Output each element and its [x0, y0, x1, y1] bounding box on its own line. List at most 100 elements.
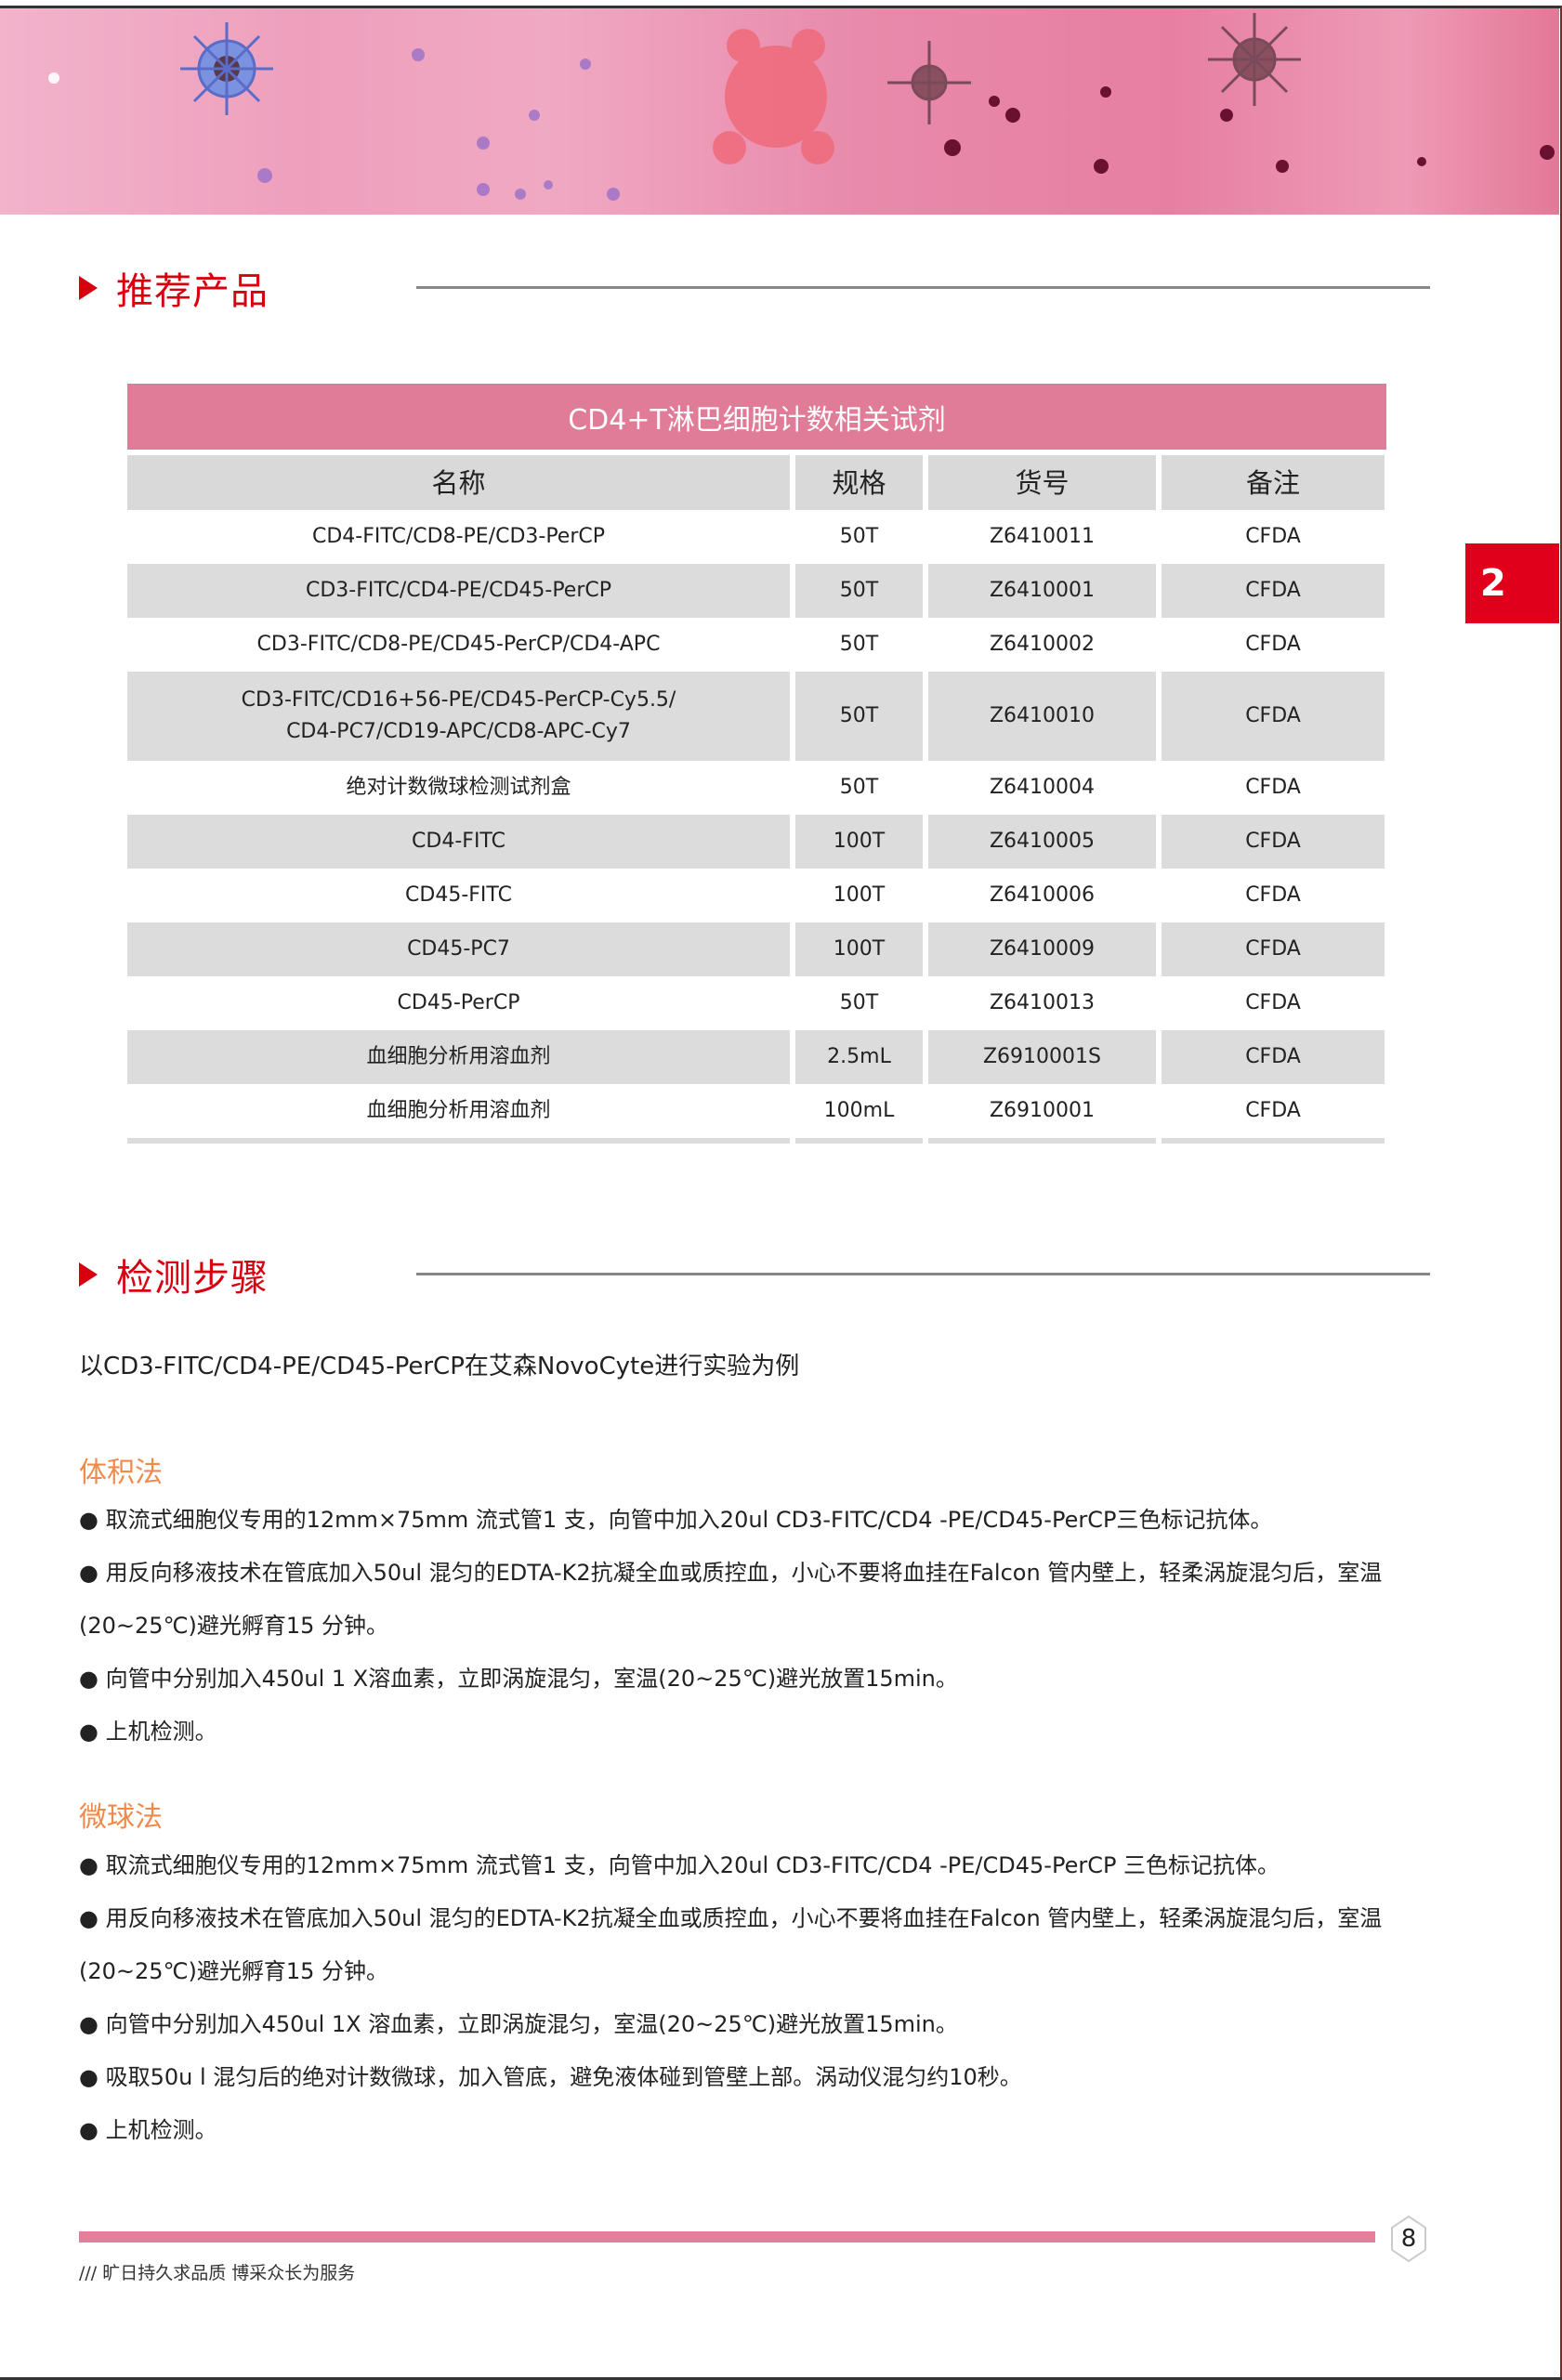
cell-name: CD45-FITC — [405, 883, 512, 907]
cell-name: CD4-FITC — [127, 815, 790, 869]
cell-note: CFDA — [1162, 922, 1385, 976]
step: ● 向管中分别加入450ul 1 X溶血素，立即涡旋混匀，室温(20~25℃)避… — [79, 1666, 958, 1692]
name-line: CD4-PC7/CD19-APC/CD8-APC-Cy7 — [286, 720, 631, 743]
triangle-bullet-icon — [79, 1262, 98, 1287]
section-title: 检测步骤 — [116, 1257, 269, 1300]
cell-note: CFDA — [1245, 1099, 1301, 1122]
cell-name: 绝对计数微球检测试剂盒 — [346, 776, 571, 799]
name-line: CD3-FITC/CD16+56-PE/CD45-PerCP-Cy5.5/ — [241, 688, 676, 712]
step: ● 用反向移液技术在管底加入50ul 混匀的EDTA-K2抗凝全血或质控血，小心… — [79, 1905, 1383, 1984]
section-heading-procedure: 检测步骤 — [79, 1251, 269, 1300]
header-note: 备注 — [1162, 455, 1385, 510]
cell-name: CD3-FITC/CD16+56-PE/CD45-PerCP-Cy5.5/CD4… — [127, 672, 790, 761]
procedure-intro: 以CD3-FITC/CD4-PE/CD45-PerCP在艾森NovoCyte进行… — [79, 1353, 800, 1380]
table-row: CD3-FITC/CD4-PE/CD45-PerCP 50T Z6410001 CFD… — [127, 564, 1386, 618]
cell-code: Z6410001 — [928, 564, 1156, 618]
section-divider — [416, 1273, 1430, 1275]
step: ● 取流式细胞仪专用的12mm×75mm 流式管1 支，向管中加入20ul CD… — [79, 1852, 1280, 1878]
footer-bar — [79, 2231, 1375, 2243]
cell-spec: 50T — [795, 672, 923, 761]
table-row: 绝对计数微球检测试剂盒 50T Z6410004 CFDA — [127, 761, 1386, 815]
table-row: 血细胞分析用溶血剂 2.5mL Z6910001S CFDA — [127, 1030, 1386, 1084]
cell-note: CFDA — [1162, 815, 1385, 869]
cell-code: Z6410006 — [989, 883, 1096, 907]
cell-note: CFDA — [1162, 1030, 1385, 1084]
cell-spec: 2.5mL — [795, 1030, 923, 1084]
cell-note: CFDA — [1245, 525, 1301, 548]
cell-note: CFDA — [1245, 776, 1301, 799]
cell-code: Z6410013 — [989, 991, 1096, 1014]
bead-method-steps: ● 取流式细胞仪专用的12mm×75mm 流式管1 支，向管中加入20ul CD… — [79, 1839, 1436, 2157]
table-row: CD4-FITC/CD8-PE/CD3-PerCP 50T Z6410011 CFDA — [127, 510, 1386, 564]
cell-spec: 50T — [839, 991, 879, 1014]
step: ● 吸取50u l 混匀后的绝对计数微球，加入管底，避免液体碰到管壁上部。涡动仪… — [79, 2064, 1022, 2090]
cell-note: CFDA — [1245, 883, 1301, 907]
cell-code: Z6910001S — [928, 1030, 1156, 1084]
step: ● 用反向移液技术在管底加入50ul 混匀的EDTA-K2抗凝全血或质控血，小心… — [79, 1560, 1383, 1639]
chapter-tab: 2 — [1465, 543, 1559, 623]
step: ● 取流式细胞仪专用的12mm×75mm 流式管1 支，向管中加入20ul CD… — [79, 1507, 1273, 1533]
cell-name: CD45-PC7 — [127, 922, 790, 976]
cell-code: Z6410002 — [989, 633, 1096, 656]
page-border-right — [1560, 6, 1562, 2380]
header-name: 名称 — [127, 455, 790, 510]
section-divider — [416, 286, 1430, 289]
cell-code: Z6410011 — [989, 525, 1096, 548]
virus-blue — [180, 22, 273, 115]
footer-slogan: /// 旷日持久求品质 博采众长为服务 — [79, 2263, 356, 2283]
cell-spec: 100T — [795, 815, 923, 869]
page-border-top — [0, 6, 1562, 8]
cell-spec: 100T — [795, 922, 923, 976]
page-number-badge: 8 — [1388, 2215, 1429, 2263]
cell-name: CD3-FITC/CD8-PE/CD45-PerCP/CD4-APC — [256, 633, 661, 656]
table-row: CD3-FITC/CD16+56-PE/CD45-PerCP-Cy5.5/CD4… — [127, 672, 1386, 761]
cell-note: CFDA — [1245, 633, 1301, 656]
virus-pink — [713, 29, 834, 164]
page-number: 8 — [1400, 2225, 1417, 2253]
virus-banner-image — [0, 8, 1559, 215]
cell-code: Z6410010 — [928, 672, 1156, 761]
cell-code: Z6910001 — [989, 1099, 1096, 1122]
cell-note: CFDA — [1162, 672, 1385, 761]
header-code: 货号 — [928, 455, 1156, 510]
page-border-bottom — [0, 2377, 1562, 2380]
cell-code: Z6410009 — [928, 922, 1156, 976]
table-row: CD4-FITC 100T Z6410005 CFDA — [127, 815, 1386, 869]
cell-spec: 100T — [833, 883, 886, 907]
cell-note: CFDA — [1245, 991, 1301, 1014]
cell-name: CD3-FITC/CD4-PE/CD45-PerCP — [127, 564, 790, 618]
table-row: CD45-FITC 100T Z6410006 CFDA — [127, 869, 1386, 922]
table-bottom-edge — [127, 1138, 1386, 1144]
cell-spec: 100mL — [823, 1099, 895, 1122]
table-row: CD45-PC7 100T Z6410009 CFDA — [127, 922, 1386, 976]
subheading-volume-method: 体积法 — [79, 1457, 163, 1489]
volume-method-steps: ● 取流式细胞仪专用的12mm×75mm 流式管1 支，向管中加入20ul CD… — [79, 1494, 1436, 1759]
cell-code: Z6410005 — [928, 815, 1156, 869]
hexagon-icon — [1391, 2215, 1426, 2263]
triangle-bullet-icon — [79, 276, 98, 300]
table-row: CD3-FITC/CD8-PE/CD45-PerCP/CD4-APC 50T Z64… — [127, 618, 1386, 672]
cell-spec: 50T — [795, 564, 923, 618]
cell-name: CD45-PerCP — [397, 991, 520, 1014]
table-row: 血细胞分析用溶血剂 100mL Z6910001 CFDA — [127, 1084, 1386, 1138]
header-spec: 规格 — [795, 455, 923, 510]
cell-spec: 50T — [839, 633, 879, 656]
section-title: 推荐产品 — [116, 270, 269, 313]
section-heading-recommended-products: 推荐产品 — [79, 265, 269, 313]
cell-code: Z6410004 — [989, 776, 1096, 799]
cell-spec: 50T — [839, 776, 879, 799]
cell-note: CFDA — [1162, 564, 1385, 618]
subheading-bead-method: 微球法 — [79, 1801, 163, 1834]
table-header-row: 名称 规格 货号 备注 — [127, 455, 1386, 510]
table-row: CD45-PerCP 50T Z6410013 CFDA — [127, 976, 1386, 1030]
cell-name: CD4-FITC/CD8-PE/CD3-PerCP — [311, 525, 606, 548]
step: ● 向管中分别加入450ul 1X 溶血素，立即涡旋混匀，室温(20~25℃)避… — [79, 2011, 958, 2037]
virus-dark — [887, 13, 1301, 124]
cell-name: 血细胞分析用溶血剂 — [366, 1099, 551, 1122]
cell-spec: 50T — [839, 525, 879, 548]
table-title: CD4+T淋巴细胞计数相关试剂 — [127, 384, 1386, 450]
step: ● 上机检测。 — [79, 1719, 217, 1745]
products-table: CD4+T淋巴细胞计数相关试剂 名称 规格 货号 备注 CD4-FITC/CD8… — [127, 384, 1386, 1144]
cell-name: 血细胞分析用溶血剂 — [127, 1030, 790, 1084]
step: ● 上机检测。 — [79, 2117, 217, 2143]
